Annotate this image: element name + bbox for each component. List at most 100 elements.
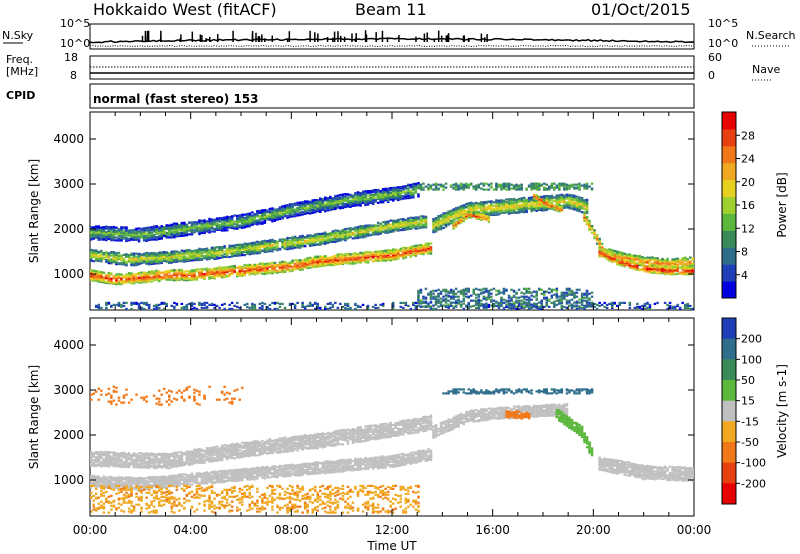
cpid-label: CPID — [6, 89, 36, 102]
noise-tick-top-right: 10^5 — [708, 17, 739, 30]
colorbar-tick-1: 100 — [741, 353, 762, 366]
colorbar-swatch-5 — [722, 196, 736, 214]
colorbar-tick-4: -15 — [741, 415, 759, 428]
y-axis-label: Slant Range [km] — [27, 159, 41, 263]
colorbar-swatch-4 — [722, 213, 736, 231]
y-axis-label: Slant Range [km] — [27, 365, 41, 469]
xtick-label-0: 00:00 — [73, 523, 108, 537]
colorbar-swatch-4 — [722, 400, 736, 422]
colorbar-tick-2: 12 — [741, 222, 755, 235]
colorbar-swatch-2 — [722, 247, 736, 265]
colorbar-swatch-0 — [722, 281, 736, 299]
colorbar-tick-3: 15 — [741, 395, 755, 408]
colorbar-swatch-1 — [722, 264, 736, 282]
data-band-2 — [90, 182, 420, 243]
data-scatter-1 — [417, 287, 594, 308]
noise-tick-bottom-left: 10^0 — [60, 37, 91, 50]
xtick-label-4: 16:00 — [475, 523, 510, 537]
freq-tick-bottom: 8 — [70, 69, 77, 82]
colorbar-tick-7: -200 — [741, 477, 766, 490]
power-panel: 1000 2000 3000 4000 Slant Range [km] — [27, 111, 695, 311]
nsearch-label: N.Search — [746, 29, 796, 42]
nave-label: Nave — [752, 63, 781, 76]
power-axes: 1000 2000 3000 4000 Slant Range [km] — [27, 112, 695, 310]
ytick-label-1: 2000 — [53, 428, 84, 442]
x-axis: 00:00 04:00 08:00 12:00 16:00 20:00 00:00 Time … — [73, 523, 712, 553]
date-label: 01/Oct/2015 — [591, 0, 691, 19]
freq-label-2: [MHz] — [6, 65, 39, 78]
data-scatter-2 — [417, 182, 594, 191]
freq-tick-top: 18 — [64, 51, 78, 64]
power-colorbar: 4 8 12 16 20 24 28 Power [dB] — [721, 111, 789, 299]
ytick-label-2: 3000 — [53, 177, 84, 191]
colorbar-tick-2: 50 — [741, 374, 755, 387]
data-band-1 — [90, 414, 433, 470]
colorbar-swatch-10 — [722, 112, 736, 130]
noise-panel — [3, 23, 790, 50]
colorbar-swatch-5 — [722, 421, 736, 443]
data-band-0 — [90, 242, 433, 286]
colorbar-tick-0: 4 — [741, 269, 748, 282]
xtick-label-3: 12:00 — [375, 523, 410, 537]
colorbar-tick-0: 200 — [741, 333, 762, 346]
colorbar-swatch-2 — [722, 359, 736, 381]
colorbar-swatch-8 — [722, 145, 736, 164]
noise-tick-top-left: 10^5 — [60, 17, 91, 30]
data-scatter-2 — [90, 385, 244, 406]
x-axis-label: Time UT — [366, 539, 417, 553]
noise-search-trace — [89, 44, 695, 48]
data-band-7 — [598, 248, 694, 276]
ytick-label-0: 1000 — [53, 473, 84, 487]
nave-tick-top: 60 — [708, 51, 722, 64]
nsky-label: N.Sky — [2, 29, 34, 42]
colorbar-tick-3: 16 — [741, 199, 755, 212]
velocity-axes: 1000 2000 3000 4000 Slant Range [km] — [27, 318, 695, 516]
colorbar-swatch-7 — [722, 162, 736, 181]
colorbar-swatch-9 — [722, 128, 736, 147]
colorbar-swatch-6 — [722, 179, 736, 197]
cpid-panel — [89, 83, 695, 109]
power-data — [90, 182, 694, 310]
ytick-label-3: 4000 — [53, 132, 84, 146]
velocity-colorbar: 200 100 50 15 -15 -50 -100 -200 Velocity [m s-1] — [721, 317, 789, 505]
colorbar-tick-4: 20 — [741, 176, 755, 189]
ytick-label-3: 4000 — [53, 338, 84, 352]
colorbar-label: Power [dB] — [775, 172, 789, 237]
data-band-5 — [532, 193, 564, 213]
xtick-label-6: 00:00 — [677, 523, 712, 537]
data-band-4 — [452, 210, 491, 230]
colorbar-tick-6: -100 — [741, 457, 766, 470]
xtick-label-2: 08:00 — [274, 523, 309, 537]
colorbar-label: Velocity [m s-1] — [775, 364, 789, 458]
data-band-3 — [598, 456, 694, 483]
colorbar-swatch-8 — [722, 483, 736, 505]
data-scatter-0 — [90, 484, 420, 514]
ytick-label-1: 2000 — [53, 222, 84, 236]
colorbar-swatch-0 — [722, 318, 736, 340]
nave-tick-bottom: 0 — [708, 69, 715, 82]
colorbar-swatch-3 — [722, 380, 736, 402]
colorbar-tick-1: 8 — [741, 246, 748, 259]
ytick-label-0: 1000 — [53, 267, 84, 281]
cpid-text: normal (fast stereo) 153 — [93, 92, 259, 106]
noise-spikes — [141, 30, 488, 42]
xtick-label-5: 20:00 — [576, 523, 611, 537]
freq-label-1: Freq. — [6, 53, 34, 66]
data-band-5 — [505, 410, 531, 420]
noise-sky-trace — [89, 37, 695, 44]
beam-label: Beam 11 — [355, 0, 427, 19]
ytick-label-2: 3000 — [53, 383, 84, 397]
data-scatter-1 — [442, 388, 594, 395]
station-title: Hokkaido West (fitACF) — [93, 0, 277, 19]
colorbar-tick-5: 24 — [741, 153, 755, 166]
data-band-1 — [90, 215, 428, 267]
colorbar-swatch-6 — [722, 442, 736, 464]
colorbar-swatch-7 — [722, 462, 736, 484]
xtick-label-1: 04:00 — [173, 523, 208, 537]
colorbar-tick-6: 28 — [741, 129, 755, 142]
colorbar-swatch-1 — [722, 338, 736, 360]
velocity-panel: 1000 2000 3000 4000 Slant Range [km] — [27, 317, 695, 517]
colorbar-tick-5: -50 — [741, 436, 759, 449]
data-band-4 — [555, 409, 594, 457]
